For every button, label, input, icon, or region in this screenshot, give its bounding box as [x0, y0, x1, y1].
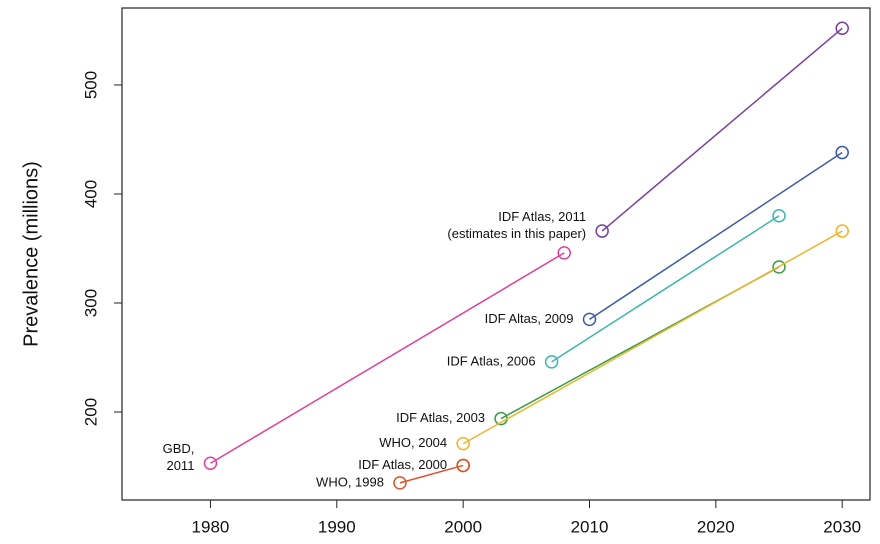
x-tick-label: 1980	[192, 517, 230, 536]
series-label: IDF Altas, 2009	[485, 311, 574, 326]
series-label: IDF Atlas, 2003	[396, 410, 485, 425]
y-axis-title: Prevalence (millions)	[20, 161, 42, 347]
data-point	[582, 312, 597, 327]
data-point	[595, 224, 609, 238]
series-label: GBD,	[163, 441, 195, 456]
data-point	[835, 224, 849, 238]
y-tick-label: 500	[81, 71, 100, 99]
series-label: IDF Atlas, 2011	[498, 209, 586, 224]
data-point	[456, 458, 470, 473]
x-tick-label: 2030	[823, 517, 861, 536]
series-line	[589, 151, 843, 320]
series-line	[210, 252, 565, 464]
y-tick-label: 400	[81, 180, 100, 208]
series-label: 2011	[166, 458, 194, 473]
series-line	[551, 215, 780, 363]
data-point	[772, 209, 786, 223]
series-line	[399, 464, 464, 484]
y-tick-label: 200	[81, 398, 100, 426]
series-label: WHO, 2004	[379, 435, 447, 450]
x-tick-label: 1990	[318, 517, 356, 536]
data-point	[393, 476, 407, 490]
plot-frame	[121, 7, 871, 501]
data-point	[835, 145, 849, 160]
data-point	[557, 246, 571, 260]
data-point	[835, 21, 849, 36]
x-tick-label: 2010	[571, 517, 609, 536]
x-tick-label: 2000	[444, 517, 482, 536]
series-line	[601, 27, 843, 232]
x-tick-label: 2020	[697, 517, 735, 536]
series-label: WHO, 1998	[316, 474, 384, 489]
y-tick-label: 300	[81, 289, 100, 317]
series-line	[462, 230, 843, 445]
series-label: IDF Atlas, 2006	[447, 353, 536, 368]
data-point	[772, 260, 786, 274]
series-label: (estimates in this paper)	[447, 226, 586, 241]
data-point	[203, 456, 218, 471]
series-label: IDF Atlas, 2000	[358, 457, 447, 472]
data-point	[544, 355, 559, 369]
data-point	[456, 436, 470, 451]
